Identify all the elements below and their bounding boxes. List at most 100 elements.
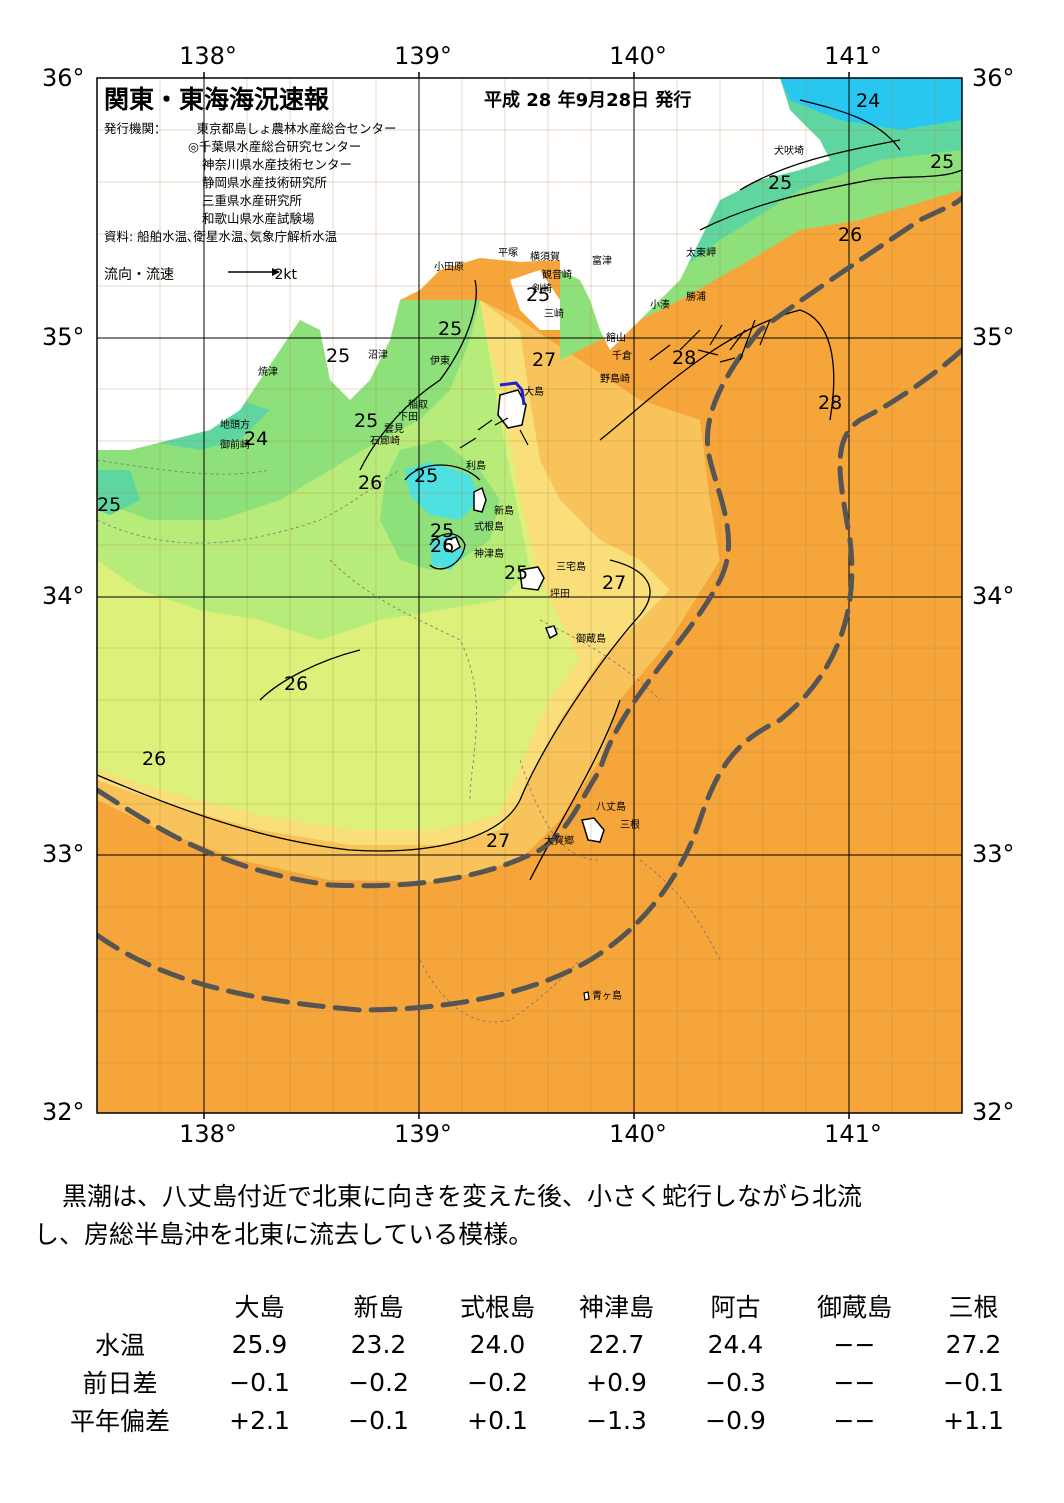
isotherm-label: 26 [838, 224, 863, 246]
lat-right-35: 35° [972, 323, 1015, 351]
cold-patch-west [97, 470, 140, 515]
depth-contours [97, 459, 721, 1023]
cold-patch-ne [780, 78, 962, 130]
place-yokosuka: 横須賀 [530, 252, 560, 263]
island-hachijojima [581, 817, 605, 843]
lat-right-33: 33° [972, 840, 1015, 868]
island-kozushima [444, 536, 461, 553]
table-cell: +0.9 [586, 1367, 647, 1397]
map-canvas [96, 72, 963, 1119]
table-row: 平年偏差 +2.1 −0.1 +0.1 −1.3 −0.9 −− +1.1 [40, 1401, 1033, 1439]
table-corner [40, 1287, 200, 1325]
place-taitomisaki: 太東岬 [686, 248, 716, 259]
col-header: 式根島 [459, 1293, 535, 1322]
isotherm-label: 25 [326, 345, 351, 367]
current-legend: 流向・流速 2kt [104, 264, 297, 284]
place-kumomi: 雲見 [384, 424, 404, 435]
current-legend-scale: 2kt [274, 267, 297, 283]
place-mikurajima: 御蔵島 [576, 634, 606, 645]
place-nojimazaki: 野島崎 [600, 374, 630, 385]
kuroshio-axis [97, 195, 962, 1013]
isotherm-label: 28 [672, 347, 697, 369]
place-jitogata: 地頭方 [220, 420, 250, 431]
table-cell: 22.7 [588, 1329, 645, 1359]
table-cell: 27.2 [945, 1329, 1002, 1359]
island-mikurajima [544, 625, 558, 640]
place-inubosaki: 犬吠埼 [774, 146, 804, 157]
place-kominato: 小湊 [650, 300, 670, 311]
island-aogashima [583, 991, 590, 1001]
table-cell: 24.0 [469, 1329, 526, 1359]
place-shikinejima: 式根島 [474, 522, 504, 533]
isotherm-label: 26 [284, 673, 309, 695]
isotherm-label: 25 [414, 465, 439, 487]
place-niijima: 新島 [494, 506, 514, 517]
place-numazu: 沼津 [368, 350, 388, 361]
publisher-2: ◎千葉県水産総合研究センター [188, 139, 362, 154]
sea-temperature-map [96, 72, 963, 1119]
isotherm-label: 25 [526, 284, 551, 306]
place-irozaki: 石廊崎 [370, 436, 400, 447]
land-miura [510, 270, 560, 330]
axis-ticks [203, 72, 850, 1119]
table-cell: −1.3 [586, 1405, 647, 1435]
isotherm-label: 25 [930, 151, 955, 173]
water-temperature-table: 大島 新島 式根島 神津島 阿古 御蔵島 三根 水温 25.9 23.2 24.… [40, 1287, 1033, 1439]
publisher-5: 三重県水産研究所 [202, 193, 303, 208]
place-tsubota: 坪田 [550, 589, 570, 600]
lat-left-33: 33° [42, 840, 85, 868]
lat-left-35: 35° [42, 323, 85, 351]
isotherm-label: 25 [768, 172, 793, 194]
lon-top-138: 138° [179, 42, 237, 70]
publisher-block: 発行機関： 東京都島しょ農林水産総合センター ◎千葉県水産総合研究センター 神奈川… [104, 120, 397, 246]
publisher-4: 静岡県水産技術研究所 [202, 175, 328, 190]
isotherm-label: 26 [142, 748, 167, 770]
isotherm-label: 28 [818, 392, 843, 414]
isotherm-label: 25 [354, 410, 379, 432]
publisher-1: 東京都島しょ農林水産総合センター [196, 121, 397, 136]
table-cell: −− [833, 1405, 876, 1435]
table-cell: −0.1 [348, 1405, 409, 1435]
lon-top-139: 139° [394, 42, 452, 70]
place-tateyama: 館山 [606, 333, 626, 344]
land-honshu [97, 78, 560, 450]
table-cell: +0.1 [467, 1405, 528, 1435]
place-kozushima: 神津島 [474, 549, 504, 560]
isotherm-label: 25 [97, 494, 122, 516]
summary-line-1: 黒潮は、八丈島付近で北東に向きを変えた後、小さく蛇行しながら北流 [62, 1182, 863, 1211]
isotherm-label: 27 [532, 349, 557, 371]
table-cell: −0.2 [348, 1367, 409, 1397]
data-sources: 資料: 船舶水温､衛星水温､気象庁解析水温 [104, 229, 338, 244]
table-cell: 25.9 [231, 1329, 288, 1359]
island-niijima [473, 486, 487, 513]
table-cell: −0.1 [229, 1367, 290, 1397]
publisher-label: 発行機関： [104, 121, 167, 136]
place-katsuura: 勝浦 [686, 292, 706, 303]
kuroshio-summary: 黒潮は、八丈島付近で北東に向きを変えた後、小さく蛇行しながら北流 し、房総半島沖… [34, 1178, 1024, 1254]
place-inatori: 稲取 [408, 400, 428, 411]
place-okago: 大賀郷 [544, 836, 574, 847]
row-label: 水温 [94, 1331, 145, 1360]
place-aogashima: 青ヶ島 [592, 991, 622, 1002]
place-miyakejima: 三宅島 [556, 562, 586, 573]
table-cell: −0.3 [705, 1367, 766, 1397]
land-boso [560, 78, 830, 350]
col-header: 大島 [234, 1293, 285, 1322]
table-row: 前日差 −0.1 −0.2 −0.2 +0.9 −0.3 −− −0.1 [40, 1363, 1033, 1401]
place-tsurugizaki: 剣崎 [532, 284, 552, 295]
map-frame [96, 77, 963, 1114]
lon-bottom-139: 139° [394, 1120, 452, 1148]
table-cell: 24.4 [707, 1329, 764, 1359]
table-cell: −0.1 [943, 1367, 1004, 1397]
place-yaizu: 焼津 [258, 367, 278, 378]
cold-patch-niijima [405, 462, 480, 520]
table-cell: −− [833, 1367, 876, 1397]
issue-date: 平成 28 年9月28日 発行 [484, 90, 692, 111]
isotherm-lines [97, 99, 962, 881]
island-miyakejima [519, 566, 545, 591]
lat-left-36: 36° [42, 64, 85, 92]
table-cell: −0.9 [705, 1405, 766, 1435]
warm-wedge-boso [600, 230, 962, 380]
col-header: 御蔵島 [816, 1293, 892, 1322]
lat-right-34: 34° [972, 582, 1015, 610]
